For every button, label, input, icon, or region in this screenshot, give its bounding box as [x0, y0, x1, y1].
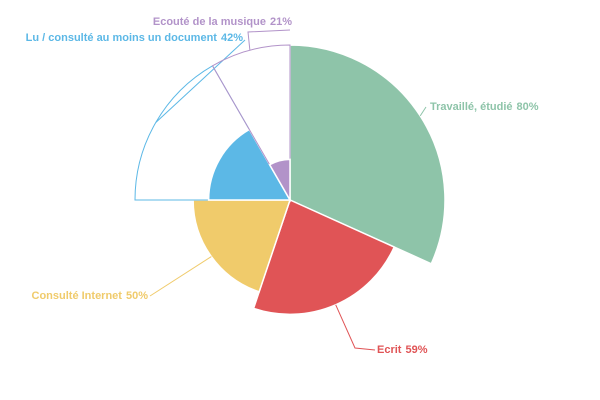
category-label: Consulté Internet	[32, 290, 123, 302]
leader-line	[419, 106, 427, 117]
slice-outline	[211, 44, 291, 202]
slice-label: Lu / consulté au moins un document 42%	[26, 32, 244, 44]
slice-label: Ecrit 59%	[377, 344, 428, 356]
slice	[252, 198, 396, 316]
slice-label: Travaillé, étudié 80%	[430, 101, 539, 113]
leader-line	[149, 256, 212, 297]
category-label: Ecrit	[377, 344, 402, 356]
value-label: 59%	[405, 344, 427, 356]
value-label: 80%	[517, 101, 539, 113]
slice	[207, 128, 292, 201]
value-label: 50%	[126, 290, 148, 302]
slice-outline	[134, 65, 291, 201]
value-label: 42%	[221, 32, 243, 44]
value-label: 21%	[270, 16, 292, 28]
leader-line	[335, 304, 376, 351]
category-label: Lu / consulté au moins un document	[26, 32, 218, 44]
slice	[289, 44, 446, 265]
leader-line	[247, 29, 291, 51]
slice	[192, 199, 292, 293]
leader-line	[155, 39, 246, 123]
category-label: Ecouté de la musique	[153, 16, 266, 28]
slice-label: Consulté Internet 50%	[32, 290, 149, 302]
category-label: Travaillé, étudié	[430, 101, 513, 113]
slice-label: Ecouté de la musique 21%	[153, 16, 292, 28]
slice	[268, 158, 291, 203]
